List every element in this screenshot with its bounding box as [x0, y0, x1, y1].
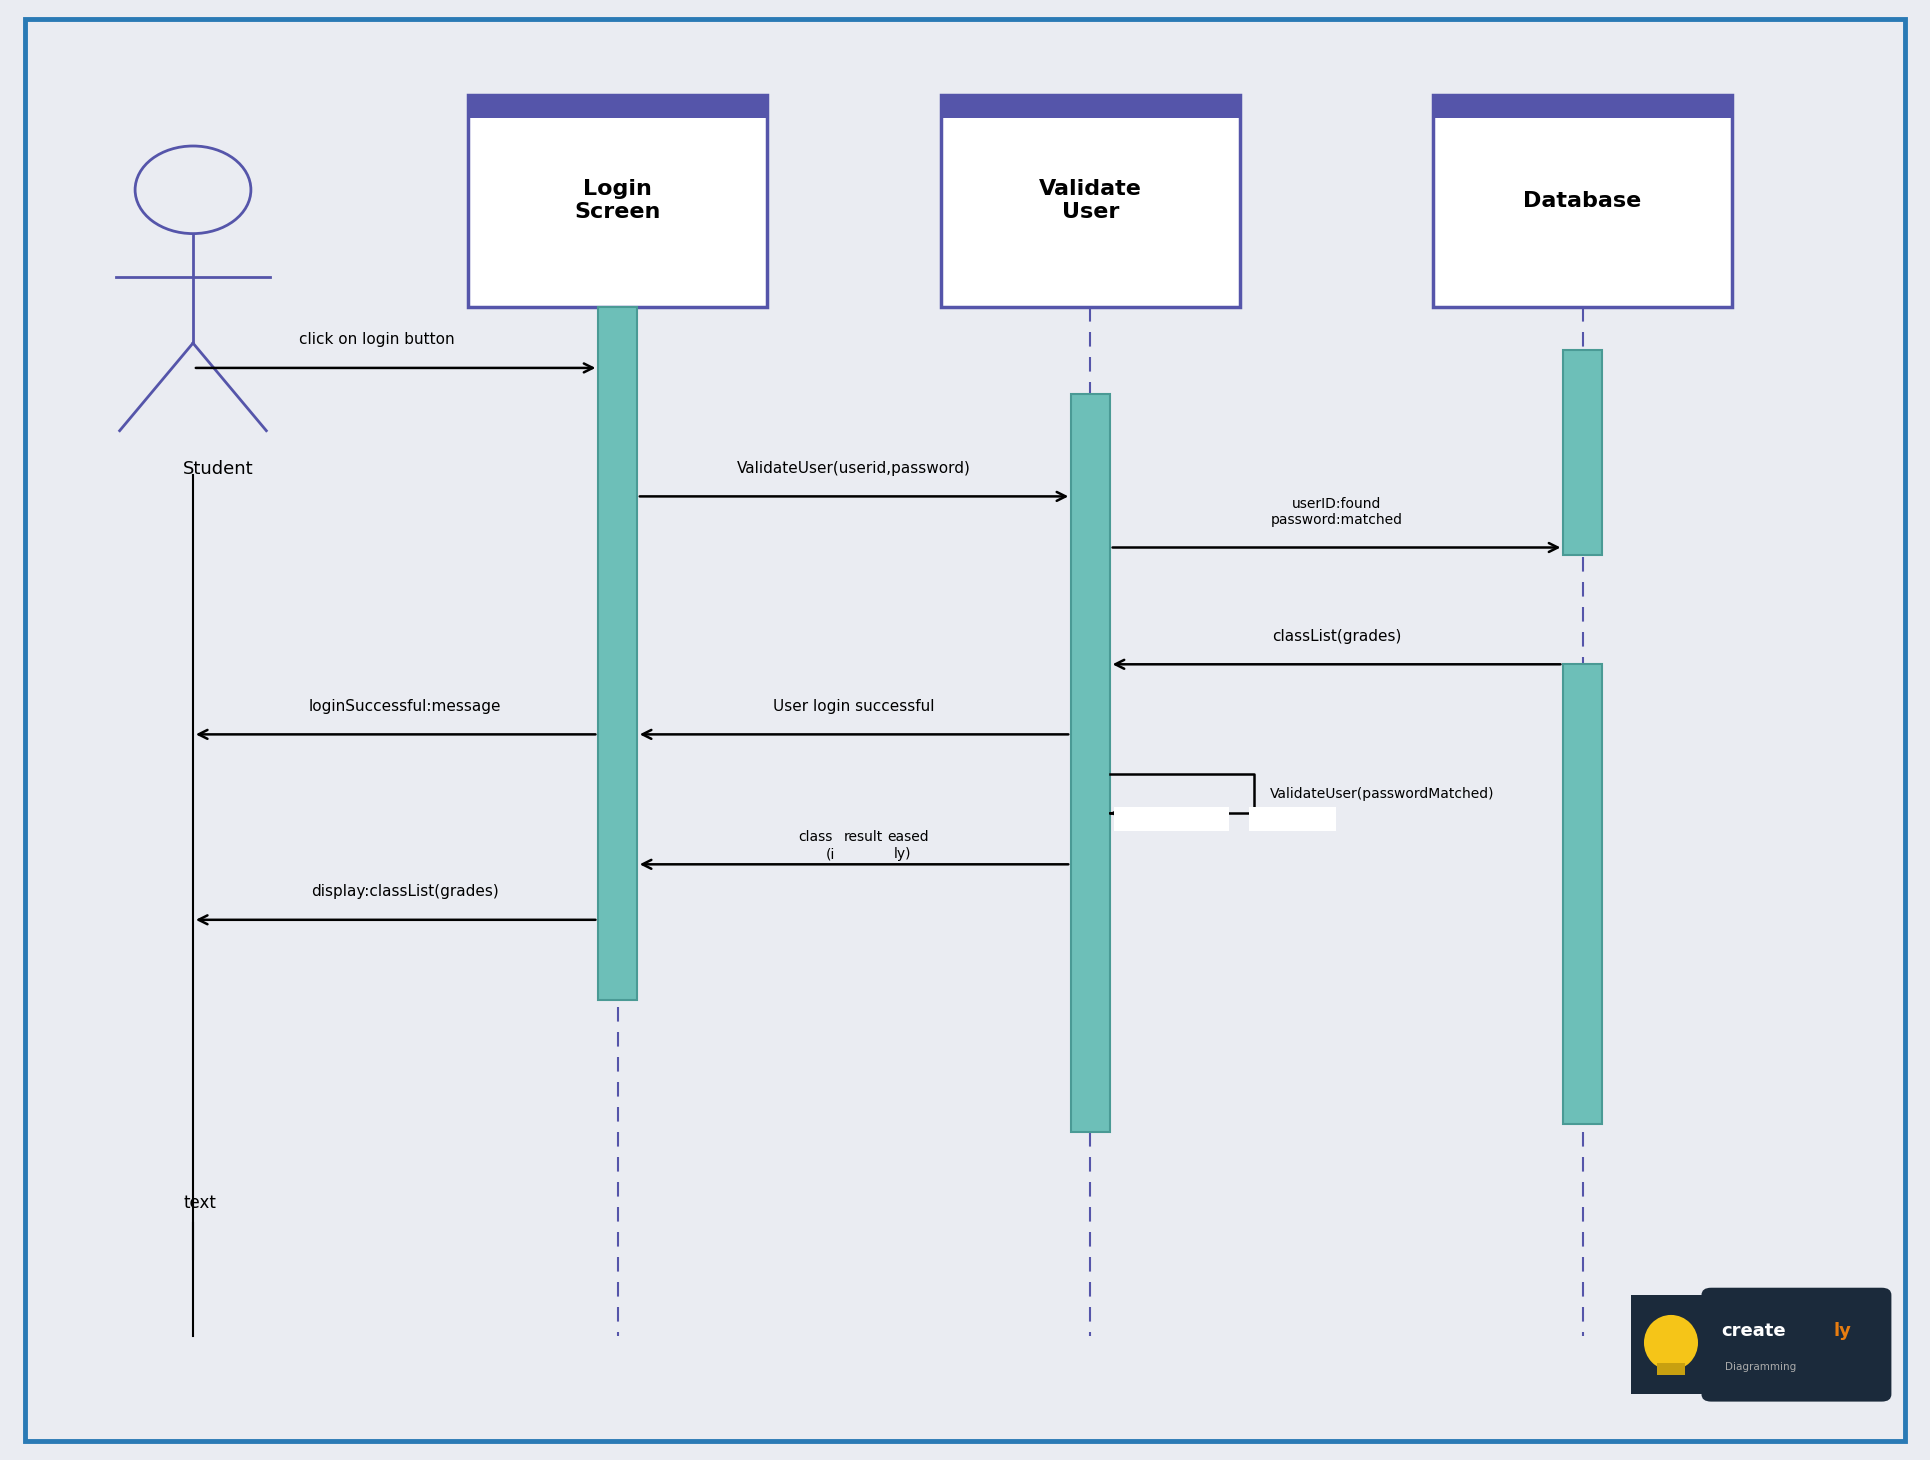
Bar: [1563, 664, 1602, 1124]
Text: ValidateUser(userid,password): ValidateUser(userid,password): [737, 461, 971, 476]
Text: Diagramming: Diagramming: [1725, 1362, 1797, 1372]
FancyBboxPatch shape: [1702, 1288, 1891, 1402]
Bar: [1432, 95, 1733, 118]
Text: Student: Student: [183, 460, 255, 477]
Text: ly): ly): [894, 847, 911, 861]
Text: ValidateUser(passwordMatched): ValidateUser(passwordMatched): [1270, 787, 1494, 800]
Bar: [467, 95, 766, 118]
Text: (i: (i: [826, 847, 836, 861]
Text: Validate
User: Validate User: [1038, 180, 1143, 222]
Bar: [1563, 350, 1602, 555]
Text: User login successful: User login successful: [774, 699, 934, 714]
Text: create: create: [1722, 1321, 1785, 1340]
Text: Database: Database: [1523, 191, 1642, 210]
Bar: [1249, 807, 1336, 831]
Text: result: result: [843, 829, 884, 844]
Text: eased: eased: [888, 829, 928, 844]
Bar: [1114, 807, 1229, 831]
Text: text: text: [183, 1194, 216, 1212]
Bar: [1658, 1364, 1685, 1375]
FancyBboxPatch shape: [25, 19, 1905, 1441]
Ellipse shape: [1644, 1315, 1698, 1371]
Text: display:classList(grades): display:classList(grades): [311, 885, 500, 899]
Text: class: class: [799, 829, 832, 844]
Bar: [1071, 394, 1110, 1132]
Bar: [940, 95, 1239, 307]
Text: classList(grades): classList(grades): [1272, 629, 1401, 644]
Bar: [598, 307, 637, 1000]
Text: Login
Screen: Login Screen: [575, 180, 660, 222]
Bar: [467, 95, 766, 307]
Text: ly: ly: [1834, 1321, 1851, 1340]
Text: userID:found
password:matched: userID:found password:matched: [1270, 496, 1403, 527]
Bar: [940, 95, 1239, 118]
Bar: [1631, 1295, 1712, 1394]
Text: click on login button: click on login button: [299, 333, 454, 347]
Bar: [1432, 95, 1733, 307]
Text: loginSuccessful:message: loginSuccessful:message: [309, 699, 502, 714]
